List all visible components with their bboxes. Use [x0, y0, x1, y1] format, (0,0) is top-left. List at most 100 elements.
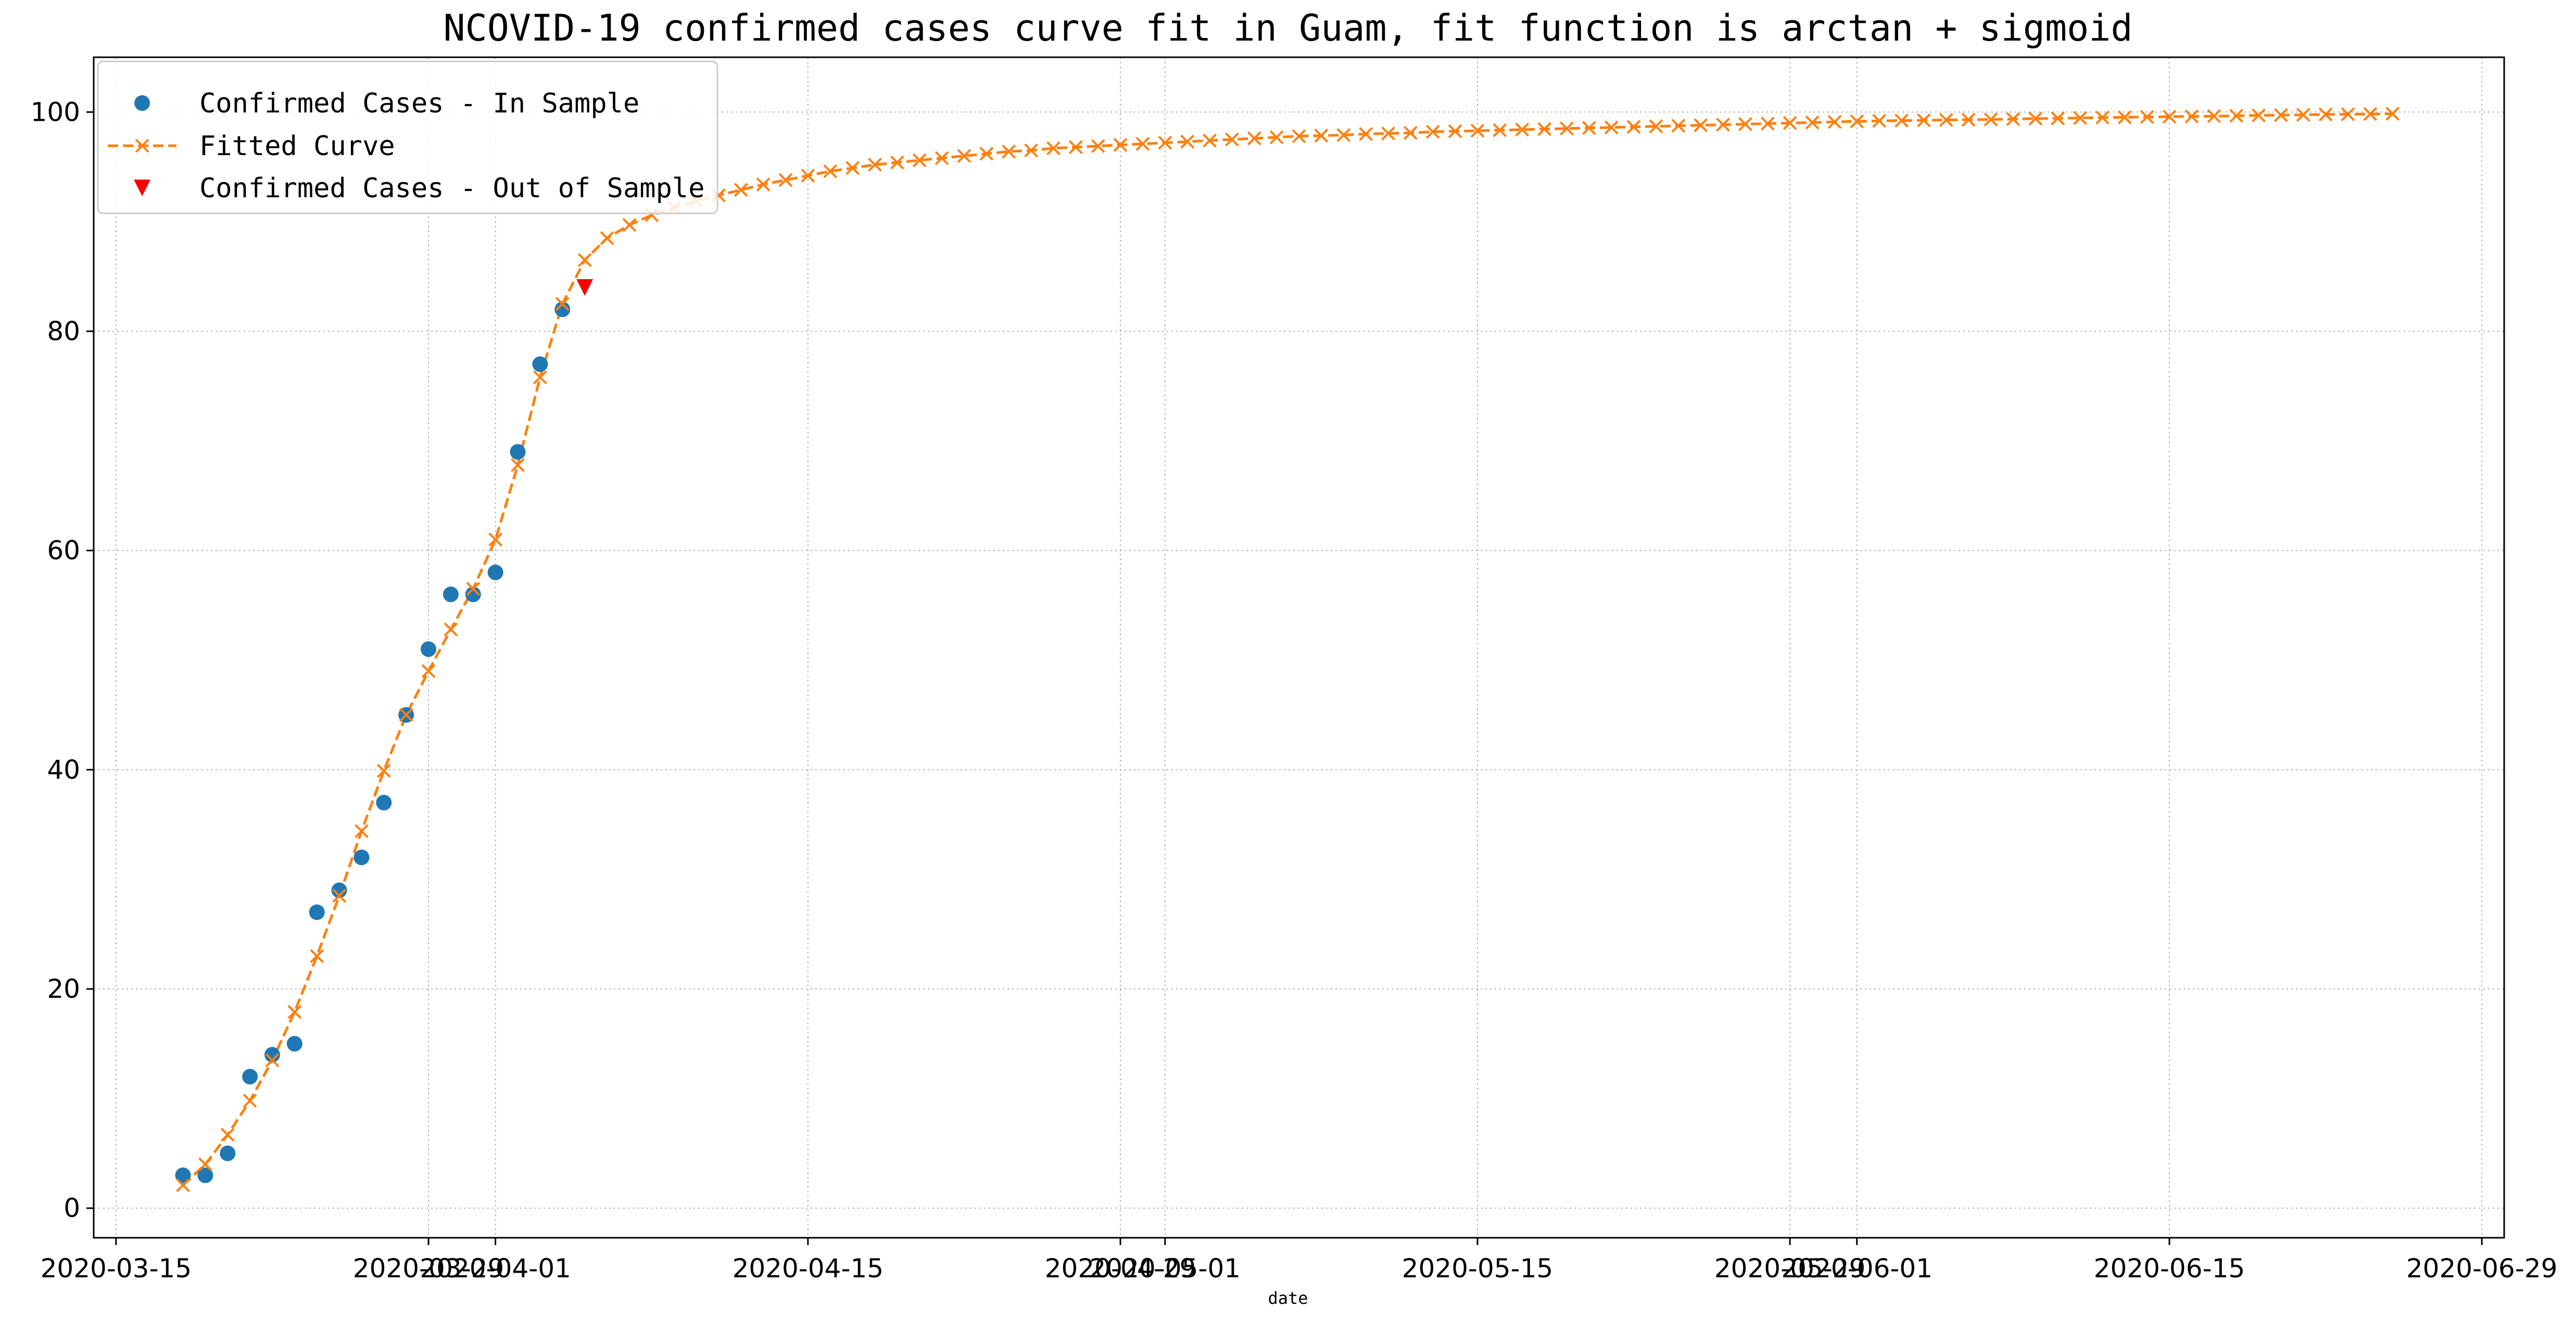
legend-fitted-marker [135, 138, 149, 153]
fitted-curve-point [1091, 139, 1105, 153]
fitted-curve-line-layer [182, 112, 2393, 1186]
x-tick-label: 2020-04-15 [733, 1253, 884, 1284]
out-of-sample-point [576, 279, 594, 296]
x-tick-label: 2020-03-29 [353, 1253, 504, 1284]
fitted-curve-point [1716, 118, 1730, 132]
fitted-curve-point [555, 297, 570, 311]
x-tick-label: 2020-03-15 [41, 1253, 192, 1284]
in-sample-point [242, 1069, 258, 1085]
fitted-curve-point [1984, 112, 1998, 126]
fitted-curve-point [2229, 109, 2243, 123]
fitted-curve-point [1626, 120, 1641, 134]
grid-lines [94, 57, 2504, 1238]
fitted-curve-point [801, 169, 815, 183]
legend-label: Confirmed Cases - In Sample [199, 88, 639, 119]
x-tick-label: 2020-05-15 [1402, 1253, 1554, 1284]
fitted-curve-line [182, 112, 2393, 1186]
y-tick-label: 100 [31, 97, 80, 127]
fitted-curve-point [622, 218, 637, 232]
fitted-curve-point [1850, 114, 1864, 129]
fitted-curve-point [890, 155, 904, 170]
fitted-curve-point [600, 231, 614, 245]
fitted-curve-point [734, 183, 748, 197]
in-sample-point [309, 904, 325, 920]
fitted-curve-point [399, 708, 413, 722]
fitted-curve-point [444, 622, 458, 637]
fitted-curve-point [1493, 123, 1507, 137]
fitted-curve-point [2318, 107, 2333, 122]
fitted-curve-point [1381, 126, 1395, 141]
fitted-curve-point [1872, 113, 1887, 128]
fitted-curve-point [778, 173, 793, 187]
fitted-curve-point [176, 1178, 190, 1192]
fitted-curve-point [756, 177, 771, 192]
fitted-curve-point [1448, 124, 1462, 138]
fitted-curve-point [287, 1005, 302, 1019]
fitted-curve-point [1783, 116, 1797, 130]
fitted-curve-point [2140, 110, 2154, 124]
y-tick-label: 40 [47, 755, 80, 785]
x-tick-label: 2020-06-29 [2406, 1253, 2558, 1284]
fitted-curve-point [868, 157, 882, 172]
fitted-curve-point [2207, 109, 2221, 123]
fitted-curve-point [2095, 110, 2110, 125]
in-sample-point [465, 586, 481, 602]
fitted-curve-point [1738, 117, 1752, 131]
fitted-curve-point [1961, 112, 1976, 127]
fitted-curve-point [2028, 111, 2043, 126]
fitted-curve-point [1247, 131, 1261, 146]
chart-title: NCOVID-19 confirmed cases curve fit in G… [443, 7, 2132, 49]
fitted-curve-point [2341, 107, 2355, 121]
fitted-curve-point [1582, 121, 1596, 135]
x-tick-label: 2020-06-01 [1781, 1253, 1933, 1284]
fitted-curve-point [2117, 110, 2132, 124]
fitted-curve-point [1113, 138, 1128, 152]
fitted-curve-point [912, 153, 927, 168]
fitted-curve-point [533, 370, 547, 385]
fitted-curve-point [2274, 108, 2288, 122]
fitted-curve-point [2252, 108, 2266, 123]
fitted-curve-point [1560, 121, 1574, 136]
fitted-curve-point [1470, 123, 1485, 138]
fitted-curve-point [198, 1157, 212, 1172]
in-sample-point [376, 794, 392, 810]
legend-label: Confirmed Cases - Out of Sample [199, 173, 705, 204]
x-tick-label: 2020-06-15 [2094, 1253, 2245, 1284]
x-tick-label: 2020-04-29 [1045, 1253, 1196, 1284]
fitted-curve-point [243, 1094, 257, 1108]
fitted-curve-point [1068, 140, 1083, 155]
fitted-curve-point [1203, 133, 1217, 148]
fitted-curve-point [1135, 136, 1150, 151]
fitted-curve-point [1515, 122, 1530, 137]
fitted-curve-point [488, 532, 503, 547]
fitted-curve-point [1046, 141, 1060, 156]
fitted-curve-point [1336, 128, 1351, 142]
fitted-curve-point [1916, 113, 1931, 128]
legend: Confirmed Cases - In Sample Fitted Curve C… [97, 60, 718, 214]
fitted-curve-point [577, 253, 592, 267]
fitted-curve-point [2006, 112, 2021, 126]
x-tick-label: 2020-05-01 [1089, 1253, 1241, 1284]
fitted-curve-point [1292, 129, 1306, 144]
in-sample-point [264, 1047, 280, 1063]
fitted-curve-point [1425, 124, 1440, 139]
legend-out-of-sample-marker [134, 180, 150, 196]
fitted-curve-point [511, 458, 525, 472]
in-sample-point [532, 356, 548, 372]
in-sample-point [286, 1036, 302, 1052]
legend-label: Fitted Curve [199, 131, 395, 162]
legend-box [97, 60, 718, 214]
fitted-curve-point [1002, 144, 1016, 159]
fitted-curve-point [2051, 111, 2065, 125]
fitted-curve-point [2385, 107, 2400, 121]
in-sample-point [220, 1145, 236, 1161]
fitted-curve-point [957, 149, 971, 163]
x-tick-label: 2020-05-29 [1714, 1253, 1866, 1284]
fitted-curve-point [1649, 119, 1663, 134]
fitted-curve-point [1671, 119, 1686, 133]
in-sample-point [197, 1167, 213, 1183]
fitted-curve-point [979, 146, 994, 161]
